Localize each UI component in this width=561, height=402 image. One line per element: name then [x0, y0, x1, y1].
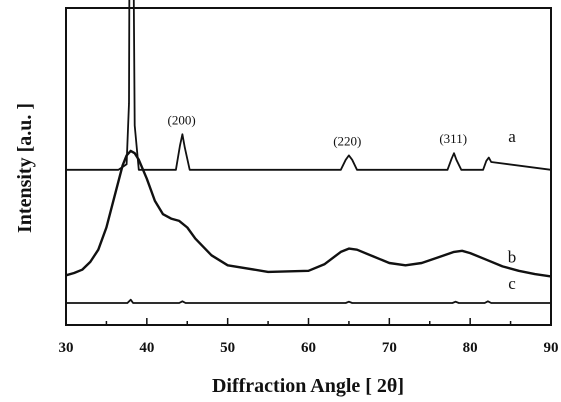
curve-label-a: a — [508, 127, 516, 146]
peak-labels-group: (111)(200)(220)(311) — [168, 112, 468, 148]
curve-label-c: c — [508, 274, 516, 293]
curves-group — [65, 0, 552, 304]
series-a-line — [66, 0, 552, 171]
x-tick-label: 40 — [139, 340, 154, 356]
y-axis-title: Intensity [a.u. ] — [14, 103, 36, 233]
x-tick-label: 70 — [382, 340, 397, 356]
curve-labels-group: a bc — [508, 127, 517, 293]
peak-label: (311) — [439, 131, 467, 146]
x-tick-label: 90 — [544, 340, 559, 356]
peak-label: (200) — [168, 112, 196, 127]
curve-label-b: b — [508, 247, 517, 266]
series-b-line — [65, 149, 552, 278]
peak-label: (220) — [333, 133, 361, 148]
x-ticks-group: 30 40 50 60 70 80 90 — [59, 318, 559, 356]
series-c-line — [66, 298, 551, 304]
x-tick-label: 30 — [59, 340, 74, 356]
x-axis-title: Diffraction Angle [ 2θ] — [212, 375, 404, 397]
x-tick-label: 80 — [463, 340, 478, 356]
x-tick-label: 60 — [301, 340, 316, 356]
x-tick-label: 50 — [220, 340, 235, 356]
